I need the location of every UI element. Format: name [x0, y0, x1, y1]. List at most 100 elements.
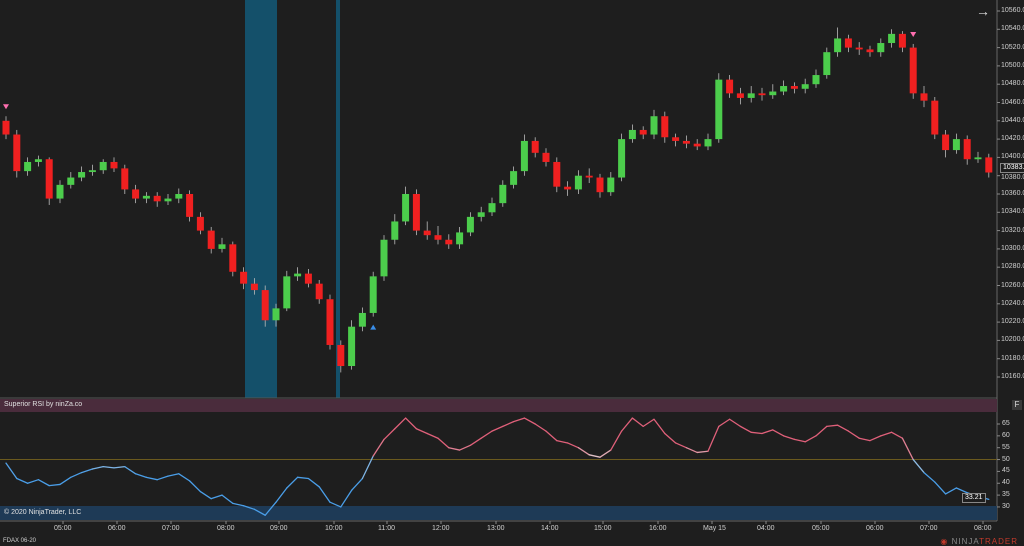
rsi-line-segment	[59, 476, 72, 486]
rsi-line-segment	[70, 471, 83, 478]
candle-body	[175, 194, 183, 199]
candle-body	[229, 244, 237, 272]
rsi-line-segment	[631, 417, 644, 428]
rsi-line-segment	[556, 439, 569, 444]
candle-body	[510, 171, 518, 185]
rsi-line-segment	[793, 438, 806, 443]
price-tick-label: 10340.0	[1001, 208, 1024, 216]
rsi-line-segment	[372, 438, 385, 457]
rsi-line-segment	[458, 444, 472, 451]
candle-body	[391, 221, 399, 240]
rsi-line-segment	[599, 449, 612, 458]
candle-body	[672, 137, 680, 141]
candle-body	[466, 216, 474, 233]
rsi-line-segment	[124, 466, 137, 475]
candle-body	[423, 230, 431, 236]
candle-body	[294, 273, 302, 277]
rsi-tick-label: 65	[1002, 420, 1010, 427]
rsi-line-segment	[728, 418, 742, 428]
time-tick-label: 11:00	[378, 525, 395, 532]
rsi-line-segment	[815, 425, 828, 437]
candle-body	[574, 175, 582, 190]
candle-body	[207, 230, 215, 249]
indicator-label: Superior RSI by ninZa.co	[4, 401, 83, 408]
rsi-line-segment	[275, 487, 288, 503]
price-tick-label: 10400.0	[1001, 153, 1024, 161]
rsi-line-segment	[242, 505, 256, 510]
candle-body	[24, 161, 32, 172]
candle-body	[261, 290, 269, 321]
rsi-line-segment	[534, 423, 547, 432]
candle-body	[326, 299, 334, 345]
candle-body	[898, 33, 906, 48]
rsi-line-segment	[685, 447, 698, 454]
rsi-line-segment	[5, 462, 18, 480]
time-tick-label: 15:00	[594, 525, 612, 532]
candle-body	[78, 172, 86, 178]
rsi-tick-label: 50	[1002, 455, 1010, 463]
time-tick-label: 08:00	[217, 525, 235, 532]
candle-body	[186, 194, 194, 217]
price-tick-label: 10420.0	[1001, 135, 1024, 143]
price-tick-label: 10320.0	[1001, 226, 1024, 234]
candle-body	[358, 312, 366, 327]
rsi-line-segment	[296, 476, 310, 480]
rsi-tick-label: 35	[1002, 491, 1010, 499]
candle-body	[520, 140, 528, 172]
candle-body	[34, 159, 42, 162]
time-tick-label: 16:00	[649, 525, 667, 532]
price-tick-label: 10560.0	[1001, 7, 1024, 14]
candle-body	[834, 38, 842, 53]
rsi-line-segment	[167, 473, 180, 477]
rsi-line-segment	[415, 428, 428, 435]
rsi-line-segment	[826, 424, 839, 428]
rsi-line-segment	[923, 471, 936, 483]
candle-body	[283, 276, 291, 309]
price-tick-label: 10440.0	[1001, 116, 1024, 124]
rsi-line-segment	[674, 442, 688, 449]
candle-body	[315, 283, 323, 300]
candle-body	[963, 139, 971, 160]
candle-body	[812, 75, 820, 85]
price-tick-label: 10280.0	[1001, 263, 1024, 271]
rsi-line-segment	[739, 425, 752, 433]
time-tick-label: 06:00	[866, 525, 884, 532]
highlight-region	[245, 0, 277, 398]
candle-body	[564, 186, 572, 190]
rsi-line-segment	[26, 479, 40, 484]
candle-body	[445, 239, 453, 245]
arrow-right-icon[interactable]: →	[976, 3, 990, 19]
candle-body	[920, 93, 928, 101]
rsi-line-segment	[80, 468, 94, 474]
price-tick-label: 10520.0	[1001, 43, 1024, 51]
candle-body	[780, 86, 788, 92]
candle-body	[682, 140, 690, 144]
price-tick-label: 10540.0	[1001, 25, 1024, 33]
time-tick-label: 09:00	[270, 525, 288, 532]
rsi-line-segment	[955, 487, 968, 494]
rsi-line-segment	[156, 475, 169, 481]
panel-f-button[interactable]: F	[1012, 400, 1022, 410]
rsi-line-segment	[210, 494, 223, 500]
candle-body	[13, 134, 21, 172]
rsi-line-segment	[491, 425, 504, 432]
rsi-line-segment	[707, 425, 720, 452]
candle-body	[769, 91, 777, 96]
rsi-line-segment	[782, 435, 796, 441]
candle-body	[801, 84, 809, 89]
rsi-line-segment	[858, 437, 871, 442]
time-tick-label: 04:00	[757, 525, 775, 532]
rsi-line-segment	[383, 428, 396, 441]
price-tick-label: 10360.0	[1001, 190, 1024, 197]
rsi-line-segment	[502, 420, 515, 428]
rsi-line-segment	[934, 481, 947, 495]
candle-body	[931, 100, 939, 135]
candle-body	[121, 168, 129, 190]
time-tick-label: 10:00	[325, 525, 343, 532]
time-tick-label: 08:00	[974, 525, 992, 532]
candle-body	[790, 86, 798, 89]
candle-body	[434, 235, 442, 240]
candle-body	[855, 47, 863, 50]
candle-body	[499, 184, 507, 204]
